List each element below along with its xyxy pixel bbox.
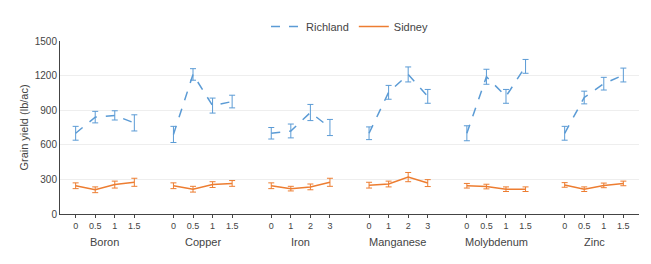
svg-text:1: 1: [601, 221, 606, 231]
svg-text:0: 0: [51, 209, 57, 220]
svg-text:1.5: 1.5: [617, 221, 630, 231]
svg-text:Grain yield (lb/ac): Grain yield (lb/ac): [18, 84, 30, 170]
svg-text:0.5: 0.5: [187, 221, 200, 231]
svg-text:1.5: 1.5: [128, 221, 141, 231]
svg-text:Iron: Iron: [291, 236, 310, 248]
svg-text:3: 3: [327, 221, 332, 231]
svg-text:1200: 1200: [35, 70, 58, 81]
svg-text:0.5: 0.5: [578, 221, 591, 231]
svg-text:0.5: 0.5: [89, 221, 102, 231]
svg-text:0: 0: [367, 221, 372, 231]
svg-text:300: 300: [40, 174, 57, 185]
svg-text:Manganese: Manganese: [369, 236, 427, 248]
svg-text:1: 1: [210, 221, 215, 231]
svg-text:600: 600: [40, 139, 57, 150]
svg-text:Molybdenum: Molybdenum: [465, 236, 528, 248]
svg-text:3: 3: [425, 221, 430, 231]
svg-text:1.5: 1.5: [519, 221, 532, 231]
svg-text:1: 1: [288, 221, 293, 231]
svg-text:0.5: 0.5: [480, 221, 493, 231]
svg-text:0: 0: [562, 221, 567, 231]
svg-text:1.5: 1.5: [226, 221, 239, 231]
svg-text:Zinc: Zinc: [584, 236, 605, 248]
svg-text:2: 2: [406, 221, 411, 231]
svg-text:0: 0: [73, 221, 78, 231]
svg-text:Boron: Boron: [90, 236, 119, 248]
svg-text:0: 0: [464, 221, 469, 231]
svg-text:1: 1: [112, 221, 117, 231]
svg-text:Sidney: Sidney: [394, 21, 428, 33]
svg-text:0: 0: [269, 221, 274, 231]
svg-text:900: 900: [40, 105, 57, 116]
svg-text:2: 2: [308, 221, 313, 231]
svg-text:Richland: Richland: [306, 21, 349, 33]
svg-text:Copper: Copper: [185, 236, 221, 248]
svg-text:0: 0: [171, 221, 176, 231]
svg-text:1: 1: [386, 221, 391, 231]
svg-text:1: 1: [503, 221, 508, 231]
svg-text:1500: 1500: [35, 36, 58, 47]
